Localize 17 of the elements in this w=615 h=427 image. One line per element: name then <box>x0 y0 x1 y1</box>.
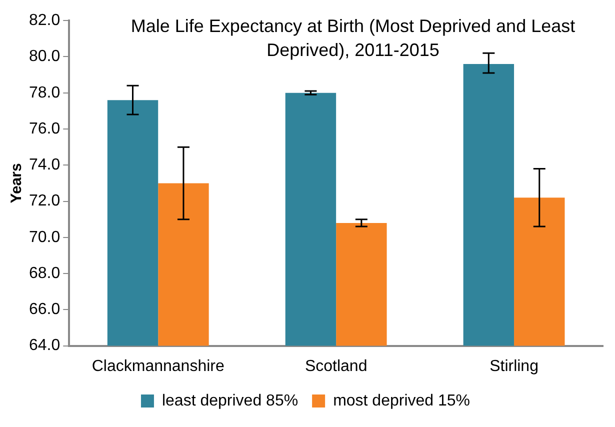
y-tick-label: 64.0 <box>29 337 60 354</box>
y-tick-label: 70.0 <box>29 228 60 246</box>
y-tick-label: 78.0 <box>29 84 60 102</box>
y-tick-label: 68.0 <box>29 264 60 282</box>
y-tick-label: 82.0 <box>29 12 60 30</box>
chart-title: Male Life Expectancy at Birth (Most Deprived and Least Deprived), 2011-2015 <box>130 15 576 62</box>
x-tick-label: Stirling <box>490 358 538 375</box>
y-tick-label: 74.0 <box>29 156 60 174</box>
y-axis-title: Years <box>8 163 26 204</box>
legend-label: most deprived 15% <box>333 392 470 410</box>
legend-label: least deprived 85% <box>162 392 298 410</box>
y-tick-label: 66.0 <box>29 301 60 318</box>
y-tick-label: 80.0 <box>29 48 60 66</box>
x-tick-label: Scotland <box>304 358 368 375</box>
x-tick-label: Clackmannanshire <box>92 358 224 375</box>
y-tick-label: 76.0 <box>29 120 60 138</box>
y-tick-label: 72.0 <box>29 192 60 210</box>
